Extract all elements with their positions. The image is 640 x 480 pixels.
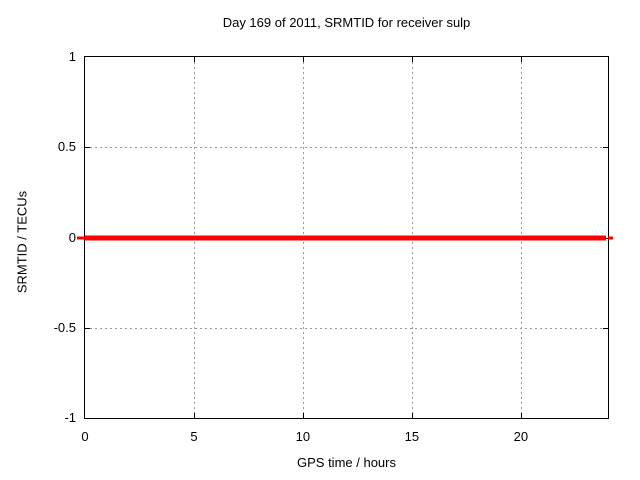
y-tick-label: 0.5	[57, 139, 76, 155]
y-tick-label: -1	[64, 410, 76, 425]
x-tick-mark-bottom	[520, 413, 522, 418]
y-tick-mark-left	[85, 147, 90, 149]
y-tick-label: 1	[68, 49, 76, 64]
y-tick-label: -0.5	[53, 319, 76, 335]
y-axis-label: SRMTID / TECUs	[14, 190, 30, 294]
x-tick-mark-bottom	[411, 413, 413, 418]
y-gridline	[85, 327, 608, 329]
series-line-left-overhang	[77, 236, 85, 239]
x-tick-label: 0	[81, 429, 89, 444]
chart-title: Day 169 of 2011, SRMTID for receiver sul…	[222, 15, 471, 30]
plot-area: 0 5 10 15 20 -1 -0.5 0 0.5 1	[54, 50, 613, 444]
x-tick-mark-top	[411, 57, 413, 62]
x-tick-mark-top	[520, 57, 522, 62]
data-series-line	[85, 235, 606, 240]
x-tick-mark-bottom	[302, 413, 304, 418]
y-tick-mark-right	[603, 327, 608, 329]
y-gridline	[85, 147, 608, 149]
series-line-right-overhang	[608, 236, 613, 239]
x-tick-label: 15	[404, 429, 420, 444]
y-tick-mark-right	[603, 147, 608, 149]
x-tick-mark-bottom	[193, 413, 195, 418]
x-tick-label: 20	[513, 429, 529, 444]
x-tick-label: 10	[295, 429, 311, 444]
x-axis-label: GPS time / hours	[297, 455, 396, 470]
x-tick-label: 5	[190, 429, 198, 444]
x-tick-mark-top	[302, 57, 304, 62]
y-tick-label: 0	[68, 229, 76, 245]
y-tick-mark-left	[85, 327, 90, 329]
x-tick-mark-top	[193, 57, 195, 62]
